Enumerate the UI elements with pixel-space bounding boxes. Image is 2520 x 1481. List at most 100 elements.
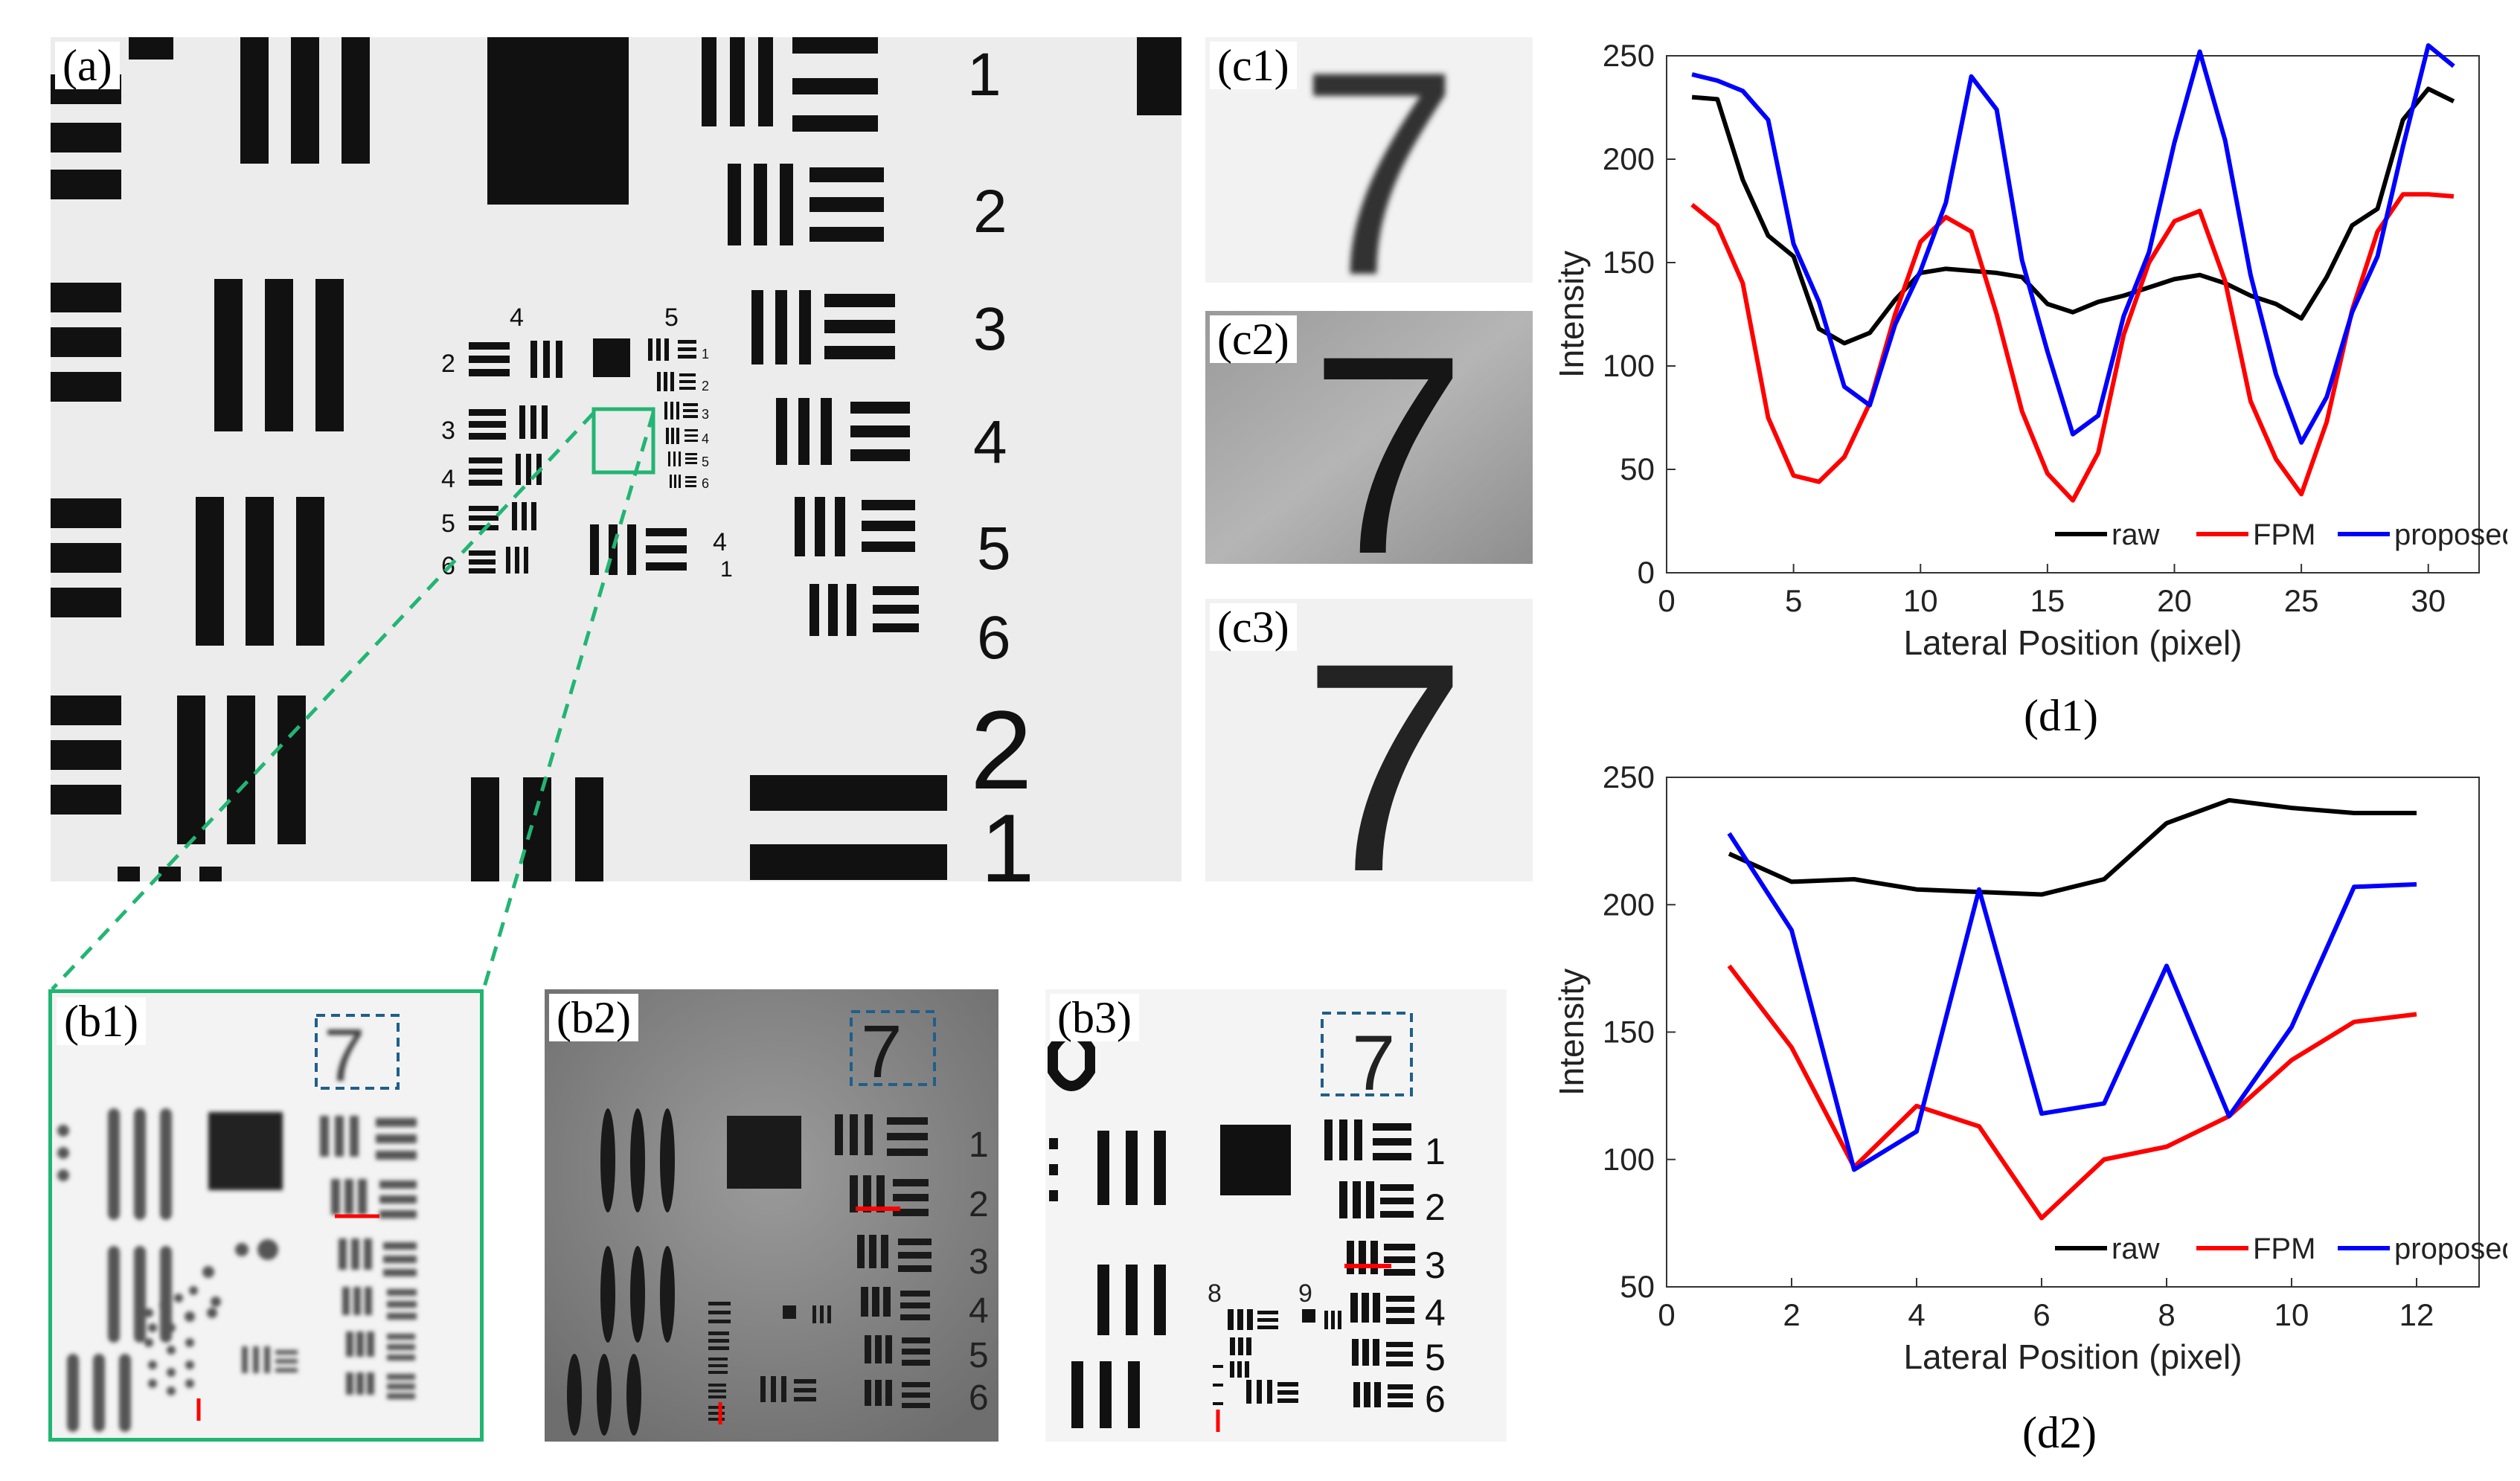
group-number: 2 bbox=[970, 687, 1032, 812]
y-tick-label: 250 bbox=[1603, 759, 1655, 794]
element-label: 4 bbox=[441, 465, 455, 493]
x-tick-label: 4 bbox=[1908, 1297, 1925, 1332]
legend-label: raw bbox=[2112, 518, 2160, 551]
y-tick-label: 150 bbox=[1603, 245, 1655, 280]
element-label: 6 bbox=[1425, 1378, 1446, 1420]
x-tick-label: 12 bbox=[2399, 1297, 2434, 1332]
plot-area bbox=[1666, 777, 2480, 1288]
y-axis-label: Intensity bbox=[1552, 251, 1591, 378]
digit-roi-box bbox=[315, 1014, 400, 1090]
panel-label: (b1) bbox=[57, 997, 146, 1045]
y-tick-label: 100 bbox=[1603, 1142, 1655, 1177]
group-number: 1 bbox=[967, 41, 1001, 109]
x-tick-label: 8 bbox=[2158, 1297, 2175, 1332]
element-label: 4 bbox=[1425, 1292, 1446, 1334]
element-label: 4 bbox=[969, 1291, 989, 1331]
y-tick-label: 100 bbox=[1603, 348, 1655, 383]
digit-image: 7 bbox=[1302, 601, 1467, 881]
zoom-image: 7 bbox=[57, 1014, 417, 1432]
digit-roi-box bbox=[1321, 1012, 1413, 1096]
y-tick-label: 250 bbox=[1603, 38, 1655, 73]
element-label: 6 bbox=[969, 1378, 989, 1418]
x-tick-label: 10 bbox=[2274, 1297, 2309, 1332]
panel-b3-proposed-zoom: 8 9 1 2 3 4 5 6 7 (b3) bbox=[1045, 989, 1507, 1442]
element-label: 2 bbox=[441, 350, 455, 378]
y-tick-label: 150 bbox=[1603, 1015, 1655, 1050]
digit-seven: 7 bbox=[324, 1014, 365, 1097]
x-tick-label: 2 bbox=[1783, 1297, 1800, 1332]
element-label: 1 bbox=[969, 1125, 989, 1165]
panel-label: (a) bbox=[55, 42, 120, 89]
legend-label: raw bbox=[2112, 1233, 2160, 1265]
element-label: 2 bbox=[969, 1185, 989, 1224]
series-line-raw bbox=[1728, 797, 2417, 897]
panel-c3-proposed-digit: 7 (c3) bbox=[1205, 599, 1533, 881]
x-tick-label: 30 bbox=[2411, 583, 2446, 618]
x-axis-label: Lateral Position (pixel) bbox=[1903, 623, 2242, 662]
zoom-image: 1 2 3 4 5 6 7 bbox=[545, 989, 998, 1442]
panel-a-resolution-target: 1 2 3 4 5 6 2 1 4 5 2 3 4 5 6 4 1 1 2 3 … bbox=[51, 37, 1182, 881]
x-tick-label: 10 bbox=[1903, 583, 1938, 618]
y-axis-label: Intensity bbox=[1552, 968, 1591, 1096]
x-tick-label: 0 bbox=[1658, 583, 1675, 618]
group-number: 6 bbox=[977, 604, 1011, 672]
group-number: 3 bbox=[973, 295, 1007, 363]
element-label: 5 bbox=[702, 454, 709, 469]
line-chart-d2: 0 2 4 6 8 10 12 50 100 150 200 250 Lateral Position … bbox=[1552, 759, 2507, 1376]
panel-b1-raw-zoom: 7 (b1) bbox=[48, 989, 484, 1442]
x-tick-label: 5 bbox=[1785, 583, 1802, 618]
series-line-fpm bbox=[1727, 964, 2417, 1221]
group-label: 4 bbox=[510, 303, 524, 332]
element-label: 3 bbox=[1425, 1244, 1446, 1286]
chart-caption-d2: (d2) bbox=[2022, 1408, 2097, 1457]
element-label: 2 bbox=[1425, 1186, 1446, 1228]
digit-seven: 7 bbox=[861, 1010, 902, 1093]
panel-label: (c1) bbox=[1210, 42, 1297, 89]
panel-b2-fpm-zoom: 1 2 3 4 5 6 7 (b2) bbox=[545, 989, 998, 1442]
element-label: 5 bbox=[441, 510, 455, 538]
usaf-target-image: 1 2 3 4 5 6 2 1 4 5 2 3 4 5 6 4 1 1 2 3 … bbox=[51, 37, 1182, 881]
digit-seven: 7 bbox=[1298, 37, 1460, 283]
panel-label: (c3) bbox=[1210, 603, 1297, 651]
zoom-region-box bbox=[591, 407, 655, 475]
group-number: 5 bbox=[977, 515, 1011, 582]
y-tick-label: 0 bbox=[1638, 555, 1655, 590]
digit-seven: 7 bbox=[1302, 601, 1467, 881]
element-label: 1 bbox=[720, 557, 733, 582]
element-label: 4 bbox=[702, 431, 709, 446]
legend-label: proposed bbox=[2394, 518, 2507, 551]
y-tick-label: 200 bbox=[1603, 141, 1655, 176]
panel-c1-raw-digit: 7 (c1) bbox=[1205, 37, 1533, 283]
panel-label: (c2) bbox=[1210, 315, 1297, 363]
digit-seven: 7 bbox=[1352, 1020, 1395, 1107]
x-tick-label: 20 bbox=[2157, 583, 2192, 618]
panel-c2-fpm-digit: 7 (c2) bbox=[1205, 311, 1533, 564]
y-tick-label: 50 bbox=[1620, 452, 1655, 486]
series-line-proposed bbox=[1727, 832, 2417, 1172]
line-chart-d1: 0 5 10 15 20 25 30 0 50 100 150 200 250 Lateral Posit… bbox=[1552, 38, 2507, 662]
element-label: 2 bbox=[702, 379, 709, 393]
legend-label: FPM bbox=[2253, 1233, 2315, 1265]
x-tick-label: 25 bbox=[2284, 583, 2319, 618]
zoom-image: 8 9 1 2 3 4 5 6 7 bbox=[1048, 1012, 1446, 1432]
panel-label: (b3) bbox=[1050, 994, 1139, 1041]
element-label: 3 bbox=[969, 1242, 989, 1282]
group-number: 2 bbox=[973, 178, 1007, 245]
group-number: 1 bbox=[981, 794, 1034, 881]
digit-image: 7 bbox=[1298, 37, 1460, 283]
element-label: 3 bbox=[441, 417, 455, 445]
panel-label: (b2) bbox=[549, 994, 638, 1041]
element-label: 1 bbox=[702, 347, 709, 362]
digit-seven: 7 bbox=[1309, 311, 1466, 564]
element-label: 1 bbox=[1425, 1131, 1446, 1172]
x-tick-label: 15 bbox=[2030, 583, 2065, 618]
legend-label: FPM bbox=[2253, 518, 2315, 551]
group-label: 9 bbox=[1298, 1279, 1312, 1308]
x-tick-label: 6 bbox=[2033, 1297, 2050, 1332]
legend-label: proposed bbox=[2394, 1233, 2507, 1265]
chart-caption-d1: (d1) bbox=[2024, 691, 2098, 740]
element-label: 6 bbox=[702, 476, 709, 491]
element-label: 4 bbox=[713, 528, 727, 556]
element-label: 6 bbox=[441, 552, 455, 580]
group-label: 8 bbox=[1208, 1279, 1222, 1308]
